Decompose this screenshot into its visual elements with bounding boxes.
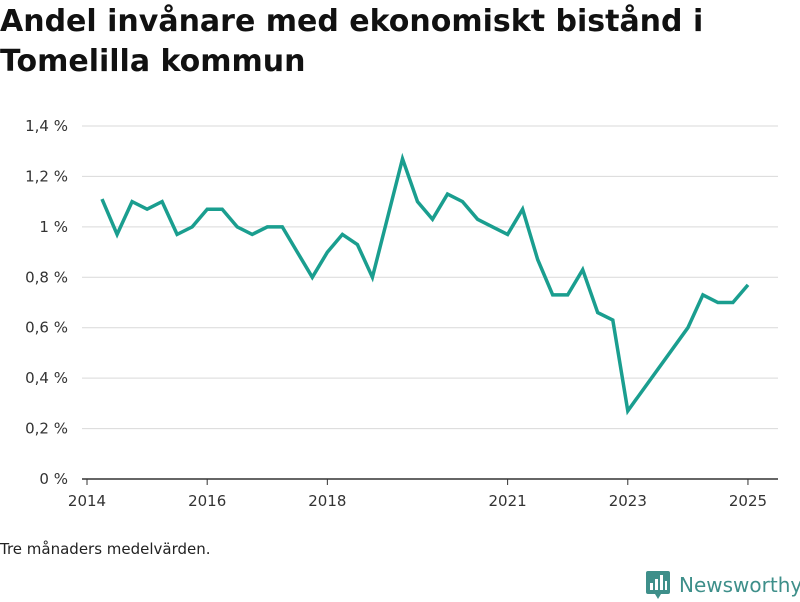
x-axis-ticks: 2014 2016 2018 2021 2023 2025 [68,479,767,510]
x-tick-label: 2018 [308,492,346,510]
grid-lines [82,125,778,430]
footnote: Tre månaders medelvärden. [0,540,211,558]
x-tick-label: 2016 [188,492,226,510]
y-axis-ticks: 0 % 0,2 % 0,4 % 0,6 % 0,8 % 1 % 1,2 % 1,4 % [25,117,68,488]
brand-name: Newsworthy [679,573,800,597]
x-tick-label: 2014 [68,492,106,510]
y-tick-label: 1,4 % [25,117,68,135]
y-tick-label: 0,6 % [25,319,68,337]
y-tick-label: 1,2 % [25,167,68,185]
brand-logo[interactable]: Newsworthy [645,568,800,602]
chart-title: Andel invånare med ekonomiskt bistånd i … [0,4,704,79]
y-tick-label: 0 % [39,470,68,488]
x-tick-label: 2023 [609,492,647,510]
bar-chart-logo-icon [646,571,670,599]
x-tick-label: 2021 [489,492,527,510]
y-tick-label: 0,8 % [25,268,68,286]
y-tick-label: 1 % [39,218,68,236]
y-tick-label: 0,2 % [25,420,68,438]
y-tick-label: 0,4 % [25,369,68,387]
series-line [100,152,750,416]
x-tick-label: 2025 [729,492,767,510]
